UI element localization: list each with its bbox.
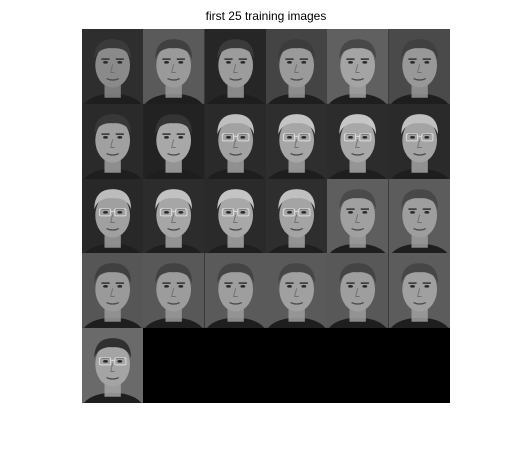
image-montage xyxy=(82,29,450,403)
face-thumbnail xyxy=(82,253,144,329)
face-thumbnail xyxy=(327,29,389,104)
face-image xyxy=(327,178,389,254)
face-thumbnail xyxy=(82,103,144,179)
face-thumbnail xyxy=(204,253,266,329)
face-thumbnail xyxy=(204,29,266,104)
face-thumbnail xyxy=(327,253,389,329)
face-image xyxy=(327,29,389,104)
face-thumbnail xyxy=(388,178,450,254)
face-image xyxy=(265,29,328,104)
face-thumbnail xyxy=(265,178,328,254)
face-image xyxy=(327,103,389,179)
face-image xyxy=(143,103,205,179)
face-thumbnail xyxy=(204,178,266,254)
face-image xyxy=(204,103,266,179)
empty-tile xyxy=(388,328,450,403)
face-image xyxy=(265,178,328,254)
face-image xyxy=(143,253,205,329)
face-thumbnail xyxy=(143,253,205,329)
empty-tile xyxy=(143,328,205,403)
face-image xyxy=(82,178,144,254)
face-thumbnail xyxy=(204,103,266,179)
face-image xyxy=(204,29,266,104)
empty-tile xyxy=(327,328,389,403)
face-image xyxy=(388,103,450,179)
face-image xyxy=(388,253,450,329)
face-image xyxy=(265,103,328,179)
face-image xyxy=(143,29,205,104)
face-image xyxy=(82,103,144,179)
face-image xyxy=(265,253,328,329)
face-thumbnail xyxy=(82,328,144,403)
face-image xyxy=(327,253,389,329)
face-thumbnail xyxy=(265,253,328,329)
face-image xyxy=(82,253,144,329)
face-thumbnail xyxy=(143,29,205,104)
face-thumbnail xyxy=(265,29,328,104)
face-thumbnail xyxy=(143,103,205,179)
face-image xyxy=(388,178,450,254)
face-thumbnail xyxy=(327,103,389,179)
face-thumbnail xyxy=(265,103,328,179)
face-thumbnail xyxy=(327,178,389,254)
face-image xyxy=(388,29,450,104)
face-thumbnail xyxy=(82,178,144,254)
face-thumbnail xyxy=(388,103,450,179)
face-image xyxy=(82,328,144,403)
face-thumbnail xyxy=(388,253,450,329)
figure-title: first 25 training images xyxy=(205,9,327,23)
empty-tile xyxy=(265,328,328,403)
face-image xyxy=(204,178,266,254)
face-thumbnail xyxy=(143,178,205,254)
face-thumbnail xyxy=(388,29,450,104)
face-image xyxy=(204,253,266,329)
face-image xyxy=(82,29,144,104)
face-image xyxy=(143,178,205,254)
empty-tile xyxy=(204,328,266,403)
face-thumbnail xyxy=(82,29,144,104)
